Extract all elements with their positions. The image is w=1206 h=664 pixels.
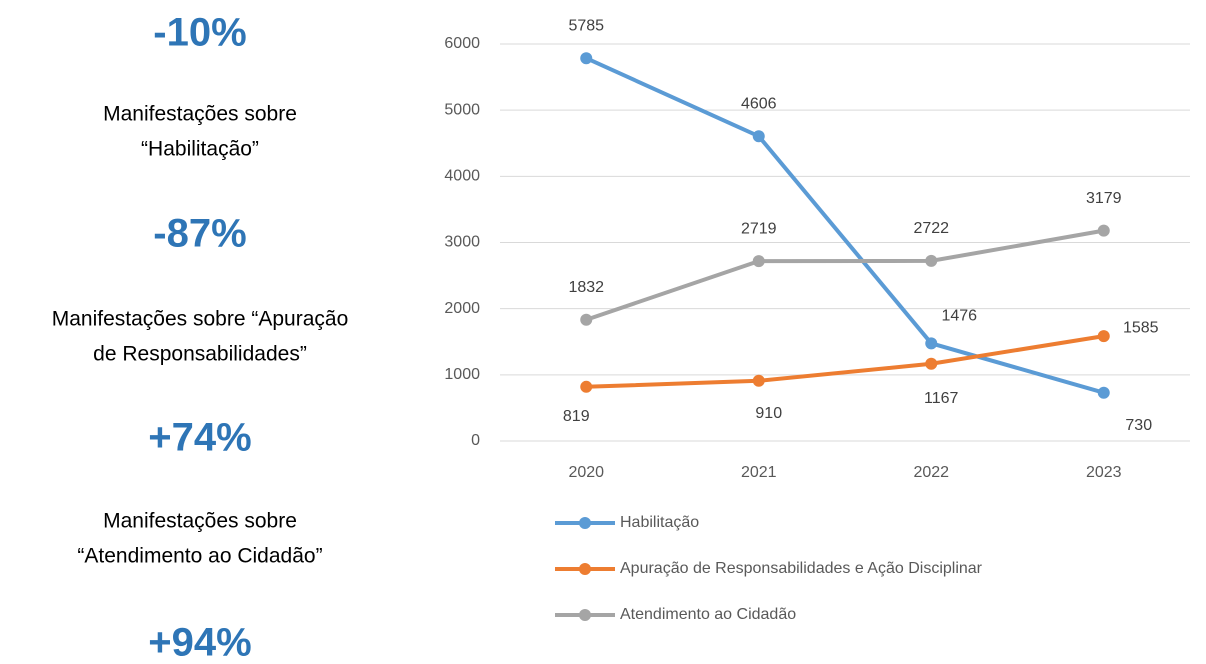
- y-tick-label: 2000: [444, 300, 480, 317]
- legend-label: Apuração de Responsabilidades e Ação Dis…: [620, 560, 983, 577]
- legend-label: Habilitação: [620, 514, 699, 531]
- data-point: [925, 254, 938, 267]
- data-label: 730: [1125, 417, 1152, 434]
- x-tick-label: 2021: [741, 464, 777, 481]
- legend-marker: [579, 517, 591, 529]
- data-label: 2722: [913, 220, 949, 237]
- stat-caption: Manifestações sobre “Apuração: [52, 308, 349, 331]
- x-tick-label: 2022: [913, 464, 949, 481]
- data-point: [752, 374, 765, 387]
- x-tick-label: 2023: [1086, 464, 1122, 481]
- stat-caption: “Habilitação”: [141, 138, 259, 161]
- data-label: 1476: [941, 308, 977, 325]
- y-tick-label: 3000: [444, 234, 480, 251]
- y-tick-label: 5000: [444, 101, 480, 118]
- data-point: [752, 130, 765, 143]
- data-label: 1832: [568, 279, 604, 296]
- stat-figure: -87%: [153, 212, 246, 256]
- y-tick-label: 4000: [444, 168, 480, 185]
- data-point: [580, 380, 593, 393]
- data-label: 3179: [1086, 190, 1122, 207]
- legend-label: Atendimento ao Cidadão: [620, 606, 796, 623]
- data-label: 819: [563, 408, 590, 425]
- data-label: 910: [755, 405, 782, 422]
- data-point: [752, 255, 765, 268]
- series-line: [586, 334, 1105, 389]
- data-point: [1097, 386, 1110, 399]
- data-point: [925, 357, 938, 370]
- data-point: [1097, 224, 1110, 237]
- x-tick-label: 2020: [568, 464, 604, 481]
- stat-caption: Manifestações sobre: [103, 510, 297, 533]
- legend-marker: [579, 563, 591, 575]
- data-label: 1585: [1123, 319, 1159, 336]
- series-line: [585, 56, 1105, 395]
- y-tick-label: 0: [471, 432, 480, 449]
- stat-caption: de Responsabilidades”: [93, 343, 307, 366]
- stat-caption: “Atendimento ao Cidadão”: [77, 545, 322, 568]
- data-point: [580, 313, 593, 326]
- stat-figure: -10%: [153, 11, 246, 55]
- data-point: [1097, 330, 1110, 343]
- data-point: [580, 52, 593, 65]
- data-label: 2719: [741, 220, 777, 237]
- stat-figure: +74%: [148, 416, 251, 460]
- stat-figure: +94%: [148, 621, 251, 659]
- stat-caption: Manifestações sobre: [103, 103, 297, 126]
- legend-marker: [579, 609, 591, 621]
- y-tick-label: 1000: [444, 366, 480, 383]
- series-line: [585, 228, 1105, 322]
- data-point: [925, 337, 938, 350]
- y-tick-label: 6000: [444, 35, 480, 52]
- data-label: 5785: [568, 17, 604, 34]
- data-label: 4606: [741, 95, 777, 112]
- data-label: 1167: [924, 390, 959, 407]
